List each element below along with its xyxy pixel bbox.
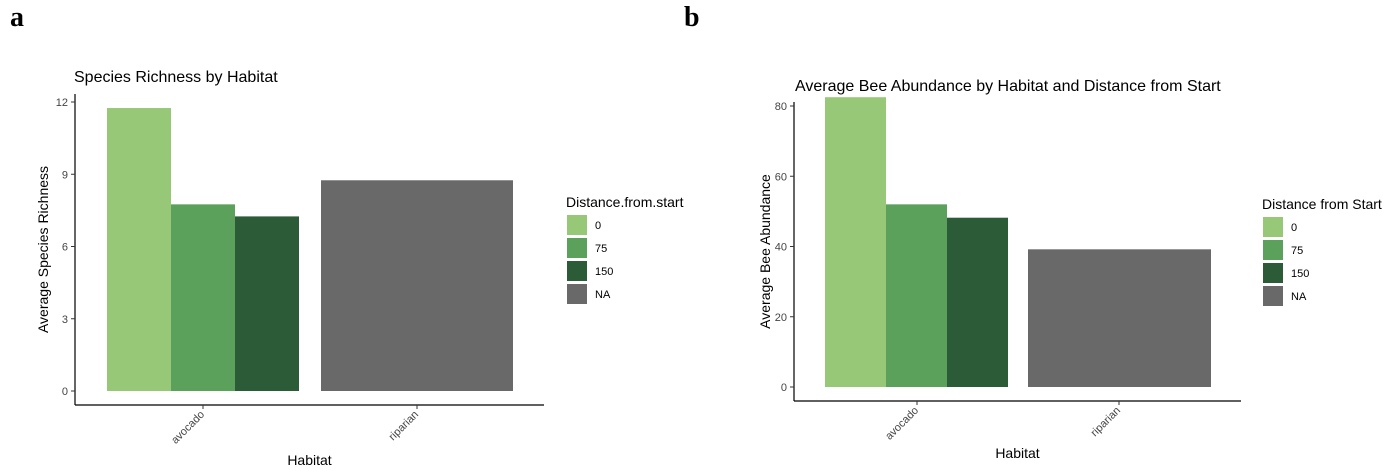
legend-label: NA (595, 289, 611, 301)
bar-avocado-0 (825, 97, 886, 387)
chart-title: Average Bee Abundance by Habitat and Dis… (795, 78, 1221, 95)
y-axis-title: Average Bee Abundance (757, 174, 773, 329)
legend-label: 150 (1291, 268, 1309, 280)
x-tick-label: riparian (1089, 405, 1123, 439)
x-tick-label: riparian (387, 409, 421, 443)
legend-swatch-NA (1263, 286, 1283, 306)
bar-avocado-0 (107, 108, 171, 391)
legend: Distance from Start 0 75 150 NA (1262, 196, 1382, 306)
legend: Distance.from.start 0 75 150 NA (566, 194, 684, 304)
y-tick-label: 0 (62, 386, 68, 398)
panel-label-b: b (684, 2, 700, 33)
x-axis-title: Habitat (287, 452, 331, 468)
legend-label: 0 (595, 220, 601, 232)
legend-swatch-0 (567, 215, 587, 235)
y-tick-label: 60 (775, 171, 787, 183)
x-axis-title: Habitat (995, 445, 1039, 461)
chart-title: Species Richness by Habitat (74, 69, 278, 86)
bar-avocado-150 (235, 216, 299, 391)
bar-riparian-NA (321, 180, 513, 391)
legend-title: Distance from Start (1262, 196, 1382, 212)
legend-label: NA (1291, 291, 1307, 303)
y-tick-label: 12 (56, 97, 68, 109)
legend-swatch-150 (1263, 263, 1283, 283)
bar-riparian-NA (1028, 249, 1211, 387)
legend-label: 75 (1291, 245, 1303, 257)
legend-swatch-75 (1263, 240, 1283, 260)
legend-swatch-0 (1263, 217, 1283, 237)
legend-swatch-150 (567, 261, 587, 281)
y-tick-label: 3 (62, 314, 68, 326)
x-tick-label: avocado (169, 409, 207, 447)
y-tick-label: 40 (775, 242, 787, 254)
y-tick-label: 80 (775, 101, 787, 113)
legend-title: Distance.from.start (566, 194, 684, 210)
y-tick-label: 9 (62, 169, 68, 181)
y-tick-label: 20 (775, 312, 787, 324)
bar-avocado-75 (171, 204, 235, 391)
chart-panel-a: Species Richness by Habitat 0 3 6 9 12 avocado… (35, 69, 684, 468)
legend-label: 150 (595, 266, 613, 278)
y-tick-label: 6 (62, 242, 68, 254)
legend-label: 0 (1291, 222, 1297, 234)
legend-swatch-75 (567, 238, 587, 258)
panel-label-a: a (10, 2, 24, 33)
legend-label: 75 (595, 243, 607, 255)
bar-avocado-150 (947, 217, 1008, 387)
y-tick-label: 0 (781, 382, 787, 394)
bar-avocado-75 (886, 204, 947, 387)
y-axis-title: Average Species Richness (35, 166, 51, 333)
chart-panel-b: Average Bee Abundance by Habitat and Dis… (757, 78, 1382, 461)
legend-swatch-NA (567, 284, 587, 304)
x-tick-label: avocado (883, 405, 921, 443)
